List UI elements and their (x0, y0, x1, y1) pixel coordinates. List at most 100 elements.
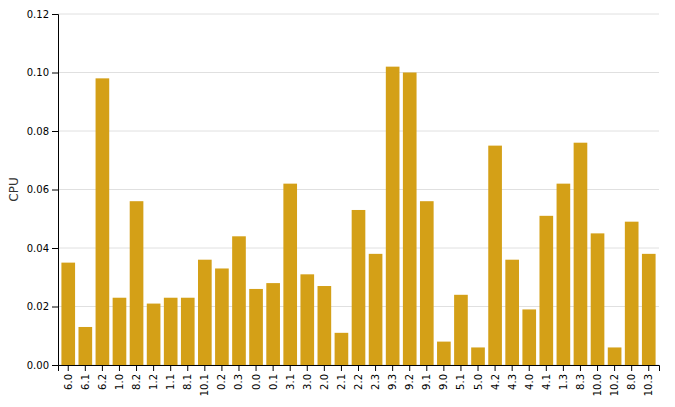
tick-label: 4.0 (524, 374, 535, 390)
tick-mark (187, 365, 188, 371)
bar (130, 201, 144, 365)
tick-mark (631, 365, 632, 371)
tick: 6.2 (97, 365, 108, 390)
grid-line (58, 131, 659, 132)
tick: 4.1 (541, 365, 552, 390)
bar (420, 201, 434, 365)
tick: 3.1 (285, 365, 296, 390)
bar (369, 254, 383, 365)
bar (232, 236, 246, 365)
tick-mark (238, 365, 239, 371)
tick-label: 8.1 (182, 374, 193, 390)
tick-mark (341, 365, 342, 371)
bar (591, 233, 605, 365)
tick: 6.0 (63, 365, 74, 390)
tick-label: 0.00 (27, 360, 49, 371)
tick-label: 0.12 (27, 9, 49, 20)
tick: 0.00 (27, 360, 58, 371)
tick-label: 0.10 (27, 67, 49, 78)
tick-mark (256, 365, 257, 371)
tick-label: 6.0 (63, 374, 74, 390)
tick: 5.1 (455, 365, 466, 390)
tick-label: 10.1 (199, 374, 210, 396)
tick-label: 0.3 (233, 374, 244, 390)
tick-mark (85, 365, 86, 371)
tick-mark (52, 365, 58, 366)
bar (335, 333, 349, 365)
tick-mark (52, 73, 58, 74)
tick-label: 3.1 (285, 374, 296, 390)
tick-label: 8.2 (131, 374, 142, 390)
bar (539, 216, 553, 365)
tick-label: 8.3 (575, 374, 586, 390)
tick-label: 0.04 (27, 243, 49, 254)
tick: 5.0 (473, 365, 484, 390)
tick-mark (290, 365, 291, 371)
tick: 6.1 (80, 365, 91, 390)
tick-mark (648, 365, 649, 371)
bar (608, 347, 622, 365)
tick-mark (597, 365, 598, 371)
tick: 8.1 (182, 365, 193, 390)
plot: 0.00 0.02 0.04 0.06 0.08 0.10 0.12 6.0 6.1 6.2 1.0… (27, 9, 660, 397)
bar (266, 283, 280, 365)
tick-mark (52, 248, 58, 249)
tick-label: 1.1 (165, 374, 176, 390)
tick: 4.2 (490, 365, 501, 390)
tick-label: 0.2 (216, 374, 227, 390)
tick-label: 0.1 (268, 374, 279, 390)
tick: 2.1 (336, 365, 347, 390)
tick: 0.04 (27, 243, 58, 254)
bar (198, 260, 212, 365)
chart: 0.00 0.02 0.04 0.06 0.08 0.10 0.12 6.0 6.1 6.2 1.0… (0, 0, 675, 407)
tick-mark (392, 365, 393, 371)
y-axis: 0.00 0.02 0.04 0.06 0.08 0.10 0.12 (27, 9, 59, 371)
tick-mark (52, 307, 58, 308)
tick-label: 4.2 (490, 374, 501, 390)
tick: 2.3 (370, 365, 381, 390)
tick: 10.0 (592, 365, 603, 396)
tick-mark (273, 365, 274, 371)
tick: 8.0 (626, 365, 637, 390)
tick-mark (307, 365, 308, 371)
x-axis: 6.06.16.21.08.21.21.18.110.10.20.30.00.1… (59, 365, 660, 396)
tick-mark (580, 365, 581, 371)
tick: 0.1 (268, 365, 279, 390)
bar (454, 295, 468, 365)
axis-line (59, 366, 660, 372)
tick: 0.02 (27, 301, 58, 312)
bar (78, 327, 92, 365)
tick-label: 10.2 (609, 374, 620, 396)
tick: 10.2 (609, 365, 620, 396)
bar (215, 268, 229, 365)
tick: 0.08 (27, 126, 58, 137)
tick-label: 3.0 (302, 374, 313, 390)
tick-mark (512, 365, 513, 371)
tick-mark (375, 365, 376, 371)
tick-label: 5.0 (473, 374, 484, 390)
tick-mark (358, 365, 359, 371)
tick-mark (443, 365, 444, 371)
tick: 0.12 (27, 9, 58, 20)
tick-mark (614, 365, 615, 371)
bar (522, 309, 536, 365)
tick-label: 10.0 (592, 374, 603, 396)
tick-label: 0.06 (27, 184, 49, 195)
tick-mark (204, 365, 205, 371)
tick-mark (52, 14, 58, 15)
tick: 0.0 (251, 365, 262, 390)
tick-label: 0.02 (27, 301, 49, 312)
bar (642, 254, 656, 365)
tick: 4.0 (524, 365, 535, 390)
tick-mark (460, 365, 461, 371)
tick-label: 0.0 (251, 374, 262, 390)
bar (164, 298, 178, 365)
tick-label: 9.1 (421, 374, 432, 390)
tick-mark (529, 365, 530, 371)
tick-mark (52, 190, 58, 191)
tick-label: 5.1 (455, 374, 466, 390)
tick-label: 4.1 (541, 374, 552, 390)
tick: 1.0 (114, 365, 125, 390)
tick: 10.3 (643, 365, 654, 396)
bar (505, 260, 519, 365)
